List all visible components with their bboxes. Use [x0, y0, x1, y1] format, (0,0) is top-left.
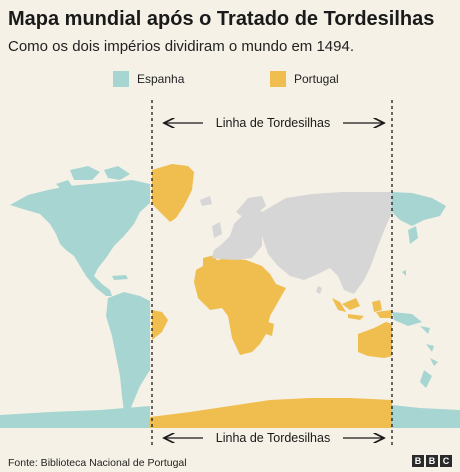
landmass-antarctica-east	[392, 405, 460, 428]
legend-label-spain: Espanha	[137, 72, 185, 86]
landmass-new-zealand	[420, 370, 432, 388]
landmass-antarctica-west	[0, 406, 150, 428]
landmass-scandinavia	[236, 196, 266, 218]
landmass-iceland	[200, 196, 212, 206]
legend-swatch-spain	[113, 71, 129, 87]
landmass-asia	[262, 192, 392, 294]
map-title: Mapa mundial após o Tratado de Tordesilh…	[8, 8, 435, 30]
legend-swatch-portugal	[270, 71, 286, 87]
legend-item-portugal: Portugal	[270, 71, 339, 87]
legend-item-spain: Espanha	[113, 71, 184, 87]
landmass-east-russia	[392, 192, 446, 226]
landmass-europe	[212, 206, 262, 260]
landmass-madagascar	[266, 322, 274, 336]
landmass-indonesia-west	[332, 298, 364, 320]
landmass-indonesia-east	[372, 300, 392, 318]
map-subtitle: Como os dois impérios dividiram o mundo …	[8, 38, 354, 55]
line-label-top: Linha de Tordesilhas	[216, 116, 330, 130]
logo-letter-c: C	[440, 455, 452, 467]
landmass-caribbean	[112, 275, 128, 280]
legend: Espanha Portugal	[0, 71, 460, 91]
bbc-logo: B B C	[412, 455, 452, 467]
line-label-bottom: Linha de Tordesilhas	[216, 431, 330, 445]
landmass-north-america	[10, 180, 150, 276]
landmass-sri-lanka	[316, 286, 322, 294]
source-note: Fonte: Biblioteca Nacional de Portugal	[8, 457, 187, 469]
landmass-greenland	[152, 164, 194, 222]
landmass-british-isles	[212, 222, 222, 238]
world-map: Linha de Tordesilhas Linha de Tordesilha…	[0, 100, 460, 445]
landmass-arctic-islands	[56, 166, 130, 188]
landmass-south-america-west	[106, 292, 150, 416]
logo-letter-b2: B	[426, 455, 438, 467]
legend-label-portugal: Portugal	[294, 72, 339, 86]
landmass-new-guinea-east	[392, 312, 422, 326]
landmass-japan	[408, 226, 418, 244]
landmass-antarctica-central	[150, 398, 392, 428]
landmass-brazil-east	[152, 310, 168, 340]
landmass-africa	[194, 258, 286, 355]
logo-letter-b1: B	[412, 455, 424, 467]
landmass-australia	[358, 322, 392, 358]
landmass-central-america	[86, 276, 112, 296]
